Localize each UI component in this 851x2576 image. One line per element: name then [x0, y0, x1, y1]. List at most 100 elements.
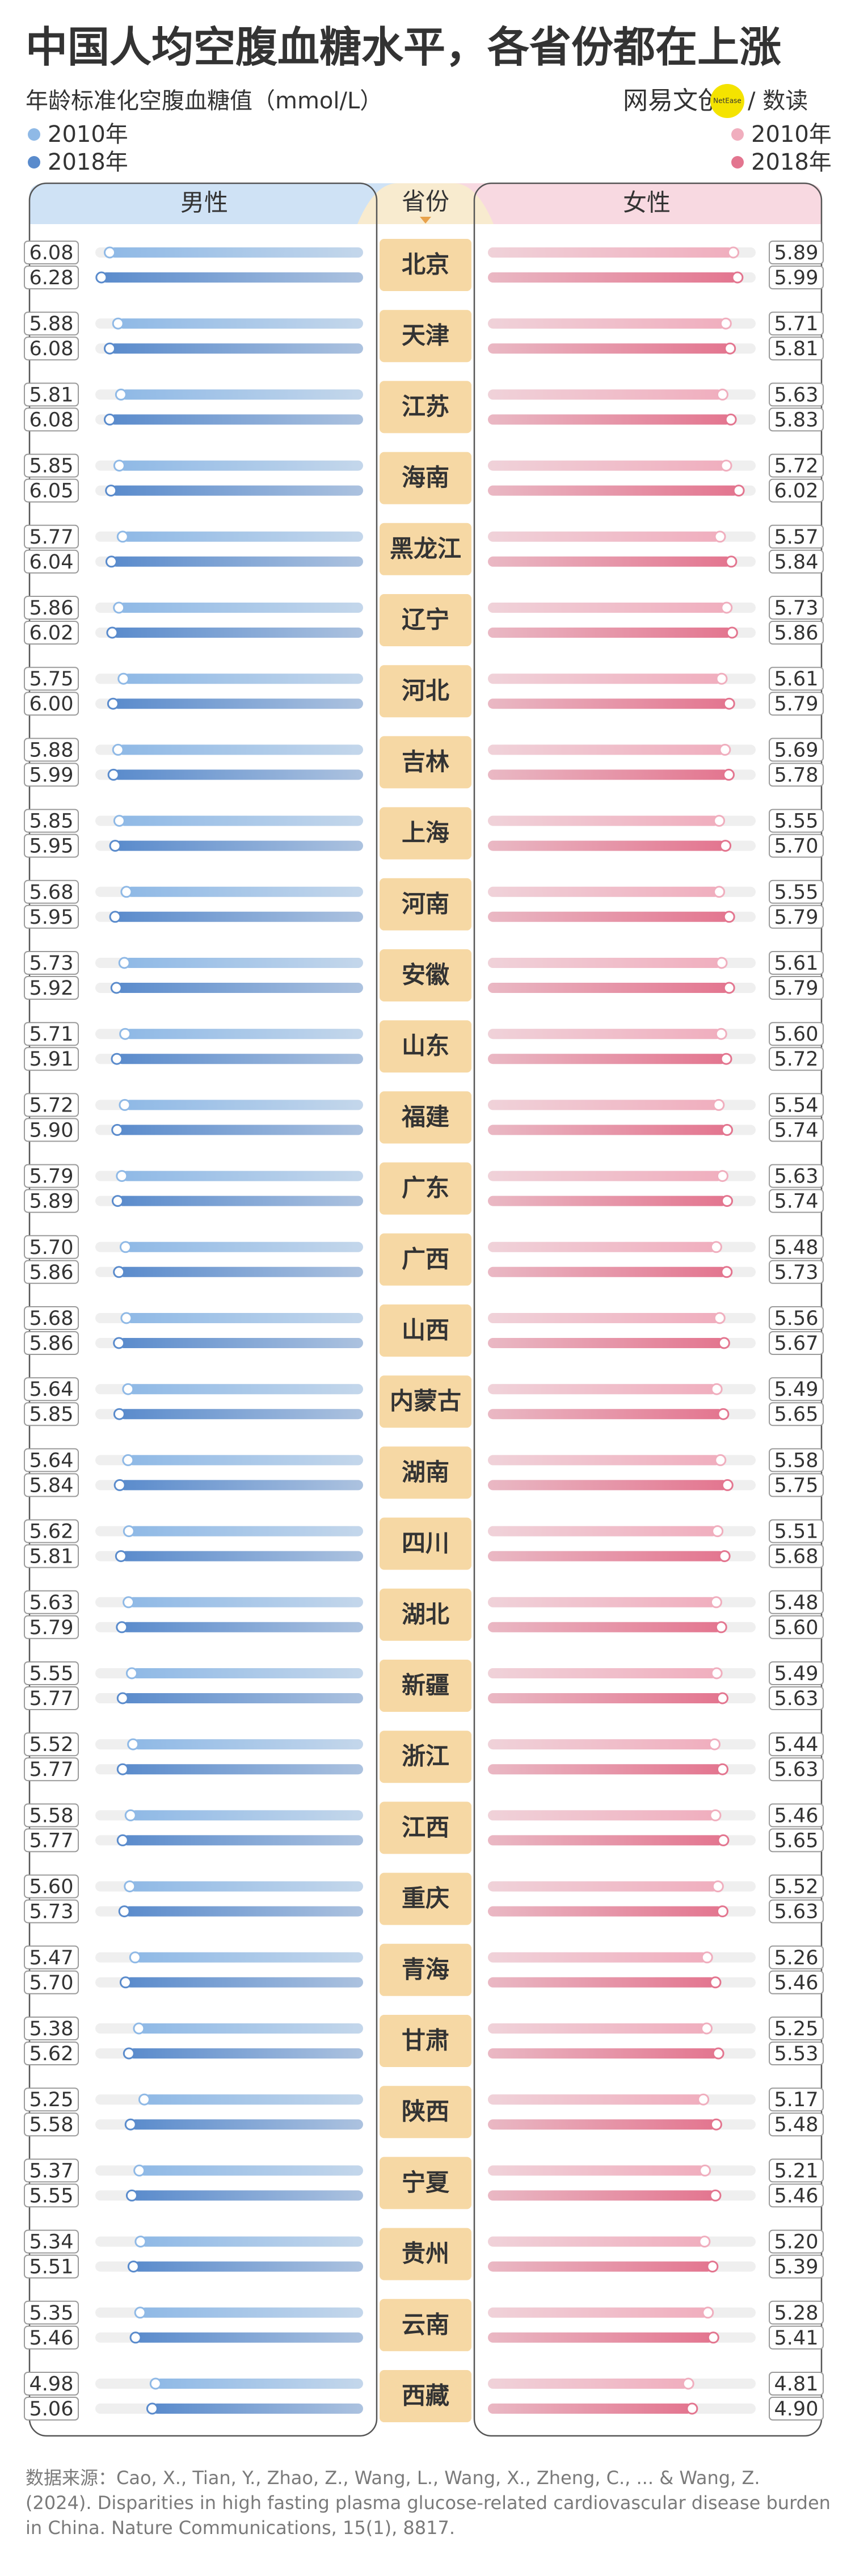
bar-end: [727, 246, 740, 259]
value-label: 5.68: [774, 1546, 819, 1568]
value-box: [769, 2325, 824, 2350]
category-box: [380, 1375, 471, 1428]
value-label: 5.06: [30, 2398, 74, 2421]
value-box: [769, 1899, 824, 1923]
bar-end: [715, 1028, 727, 1040]
value-box: [769, 879, 824, 904]
value-box: [24, 266, 79, 289]
bar: [119, 815, 363, 826]
category-label: 海南: [402, 464, 449, 491]
value-box: [769, 1306, 824, 1330]
brand-badge: NetEase: [713, 97, 742, 105]
value-label: 5.51: [774, 1521, 819, 1543]
bar-end: [113, 460, 125, 472]
value-box: [769, 2042, 824, 2065]
bar-end: [721, 601, 733, 614]
category-label: 天津: [402, 322, 449, 350]
value-label: 5.91: [30, 1048, 74, 1071]
value-label: 5.73: [774, 597, 819, 620]
value-label: 5.52: [774, 1876, 819, 1899]
category-box: [380, 878, 471, 931]
value-box: [769, 312, 824, 336]
bar-end: [111, 1195, 124, 1207]
value-label: 5.79: [30, 1617, 74, 1639]
male-header: [30, 183, 397, 224]
bar-end: [699, 2164, 711, 2177]
bar: [488, 1881, 718, 1892]
category-label: 内蒙古: [390, 1387, 461, 1415]
value-label: 5.95: [30, 906, 74, 929]
category-box: [380, 2015, 471, 2067]
value-label: 5.58: [30, 1804, 74, 1827]
value-box: [24, 763, 79, 787]
bar-end: [707, 2331, 719, 2344]
bar: [111, 485, 363, 496]
value-box: [769, 2254, 824, 2279]
bar: [139, 2165, 363, 2176]
category-box: [380, 949, 471, 1001]
category-box: [380, 523, 471, 575]
value-box: [769, 1590, 824, 1614]
bar: [133, 2261, 363, 2272]
value-box: [24, 879, 79, 904]
value-label: 5.71: [30, 1023, 74, 1046]
bar-end: [113, 601, 125, 614]
bar: [488, 1977, 715, 1988]
bar: [488, 2332, 714, 2343]
value-label: 5.34: [30, 2231, 74, 2254]
bar: [126, 1313, 363, 1323]
value-box: [769, 1970, 824, 1994]
value-box: [769, 549, 824, 574]
value-label: 5.86: [30, 1332, 74, 1355]
bar: [488, 2404, 692, 2414]
value-label: 5.60: [774, 1617, 819, 1639]
bar-end: [116, 1834, 129, 1846]
bar-end: [122, 1383, 134, 1395]
value-box: [24, 1047, 79, 1071]
category-label: 北京: [402, 251, 449, 279]
value-box: [769, 738, 824, 762]
value-box: [24, 1164, 79, 1188]
bar: [488, 460, 727, 471]
bar: [488, 1810, 715, 1821]
bar-end: [122, 1454, 134, 1466]
bar: [488, 769, 729, 780]
bar-end: [125, 2189, 138, 2202]
bar-end: [709, 1976, 722, 1989]
value-label: 6.28: [30, 267, 74, 289]
bar-end: [124, 2118, 137, 2131]
value-box: [24, 1377, 79, 1401]
bar-end: [713, 1312, 726, 1324]
group-header: 男性: [180, 189, 228, 217]
bar-end: [123, 1525, 135, 1538]
category-label: 甘肃: [402, 2027, 449, 2055]
category-label: 江西: [402, 1813, 449, 1841]
bar: [144, 2094, 363, 2105]
bar-end: [721, 1195, 734, 1207]
value-box: [769, 1235, 824, 1259]
bar-end: [732, 485, 745, 497]
value-box: [24, 1686, 79, 1710]
value-box: [24, 241, 79, 264]
bar: [123, 1835, 363, 1846]
value-label: 5.83: [774, 409, 819, 431]
bar: [488, 2094, 703, 2105]
category-box: [380, 1660, 471, 1712]
value-box: [24, 809, 79, 833]
bar-end: [119, 1976, 132, 1989]
value-label: 5.81: [30, 384, 74, 406]
bar: [124, 1906, 363, 1917]
bar: [121, 389, 363, 400]
value-label: 5.63: [774, 1901, 819, 1923]
value-box: [769, 1093, 824, 1117]
category-label: 陕西: [402, 2098, 449, 2125]
category-label: 云南: [402, 2310, 449, 2338]
bar-end: [701, 2022, 713, 2035]
value-box: [769, 1828, 824, 1853]
value-box: [24, 1757, 79, 1782]
category-label: 湖南: [402, 1458, 449, 1486]
bar-end: [115, 388, 127, 401]
value-box: [24, 596, 79, 620]
value-label: 5.77: [30, 1758, 74, 1781]
